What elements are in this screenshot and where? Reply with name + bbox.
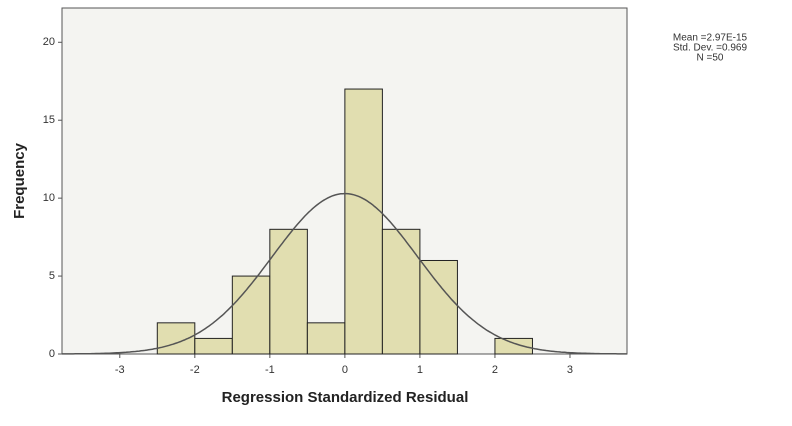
y-axis-title: Frequency [11, 142, 28, 219]
x-tick-label: 0 [342, 364, 348, 376]
y-tick-label: 0 [49, 348, 55, 360]
x-tick-label: 3 [567, 364, 573, 376]
y-tick-label: 5 [49, 270, 55, 282]
x-tick-label: 2 [492, 364, 498, 376]
y-tick-label: 10 [43, 192, 55, 204]
x-axis-title: Regression Standardized Residual [222, 389, 469, 406]
stat-label: N =50 [697, 53, 724, 64]
x-tick-label: 1 [417, 364, 423, 376]
x-tick-label: -2 [190, 364, 200, 376]
bar [195, 338, 233, 354]
bar [345, 89, 383, 354]
y-tick-label: 20 [43, 36, 55, 48]
y-tick-label: 15 [43, 114, 55, 126]
x-tick-label: -1 [265, 364, 275, 376]
bar [232, 276, 270, 354]
bar [307, 323, 345, 354]
bar [382, 229, 420, 354]
chart: Regression Standardized Residual Frequen… [0, 0, 792, 421]
bar [420, 260, 458, 354]
bar [495, 338, 533, 354]
bar [270, 229, 308, 354]
x-tick-label: -3 [115, 364, 125, 376]
